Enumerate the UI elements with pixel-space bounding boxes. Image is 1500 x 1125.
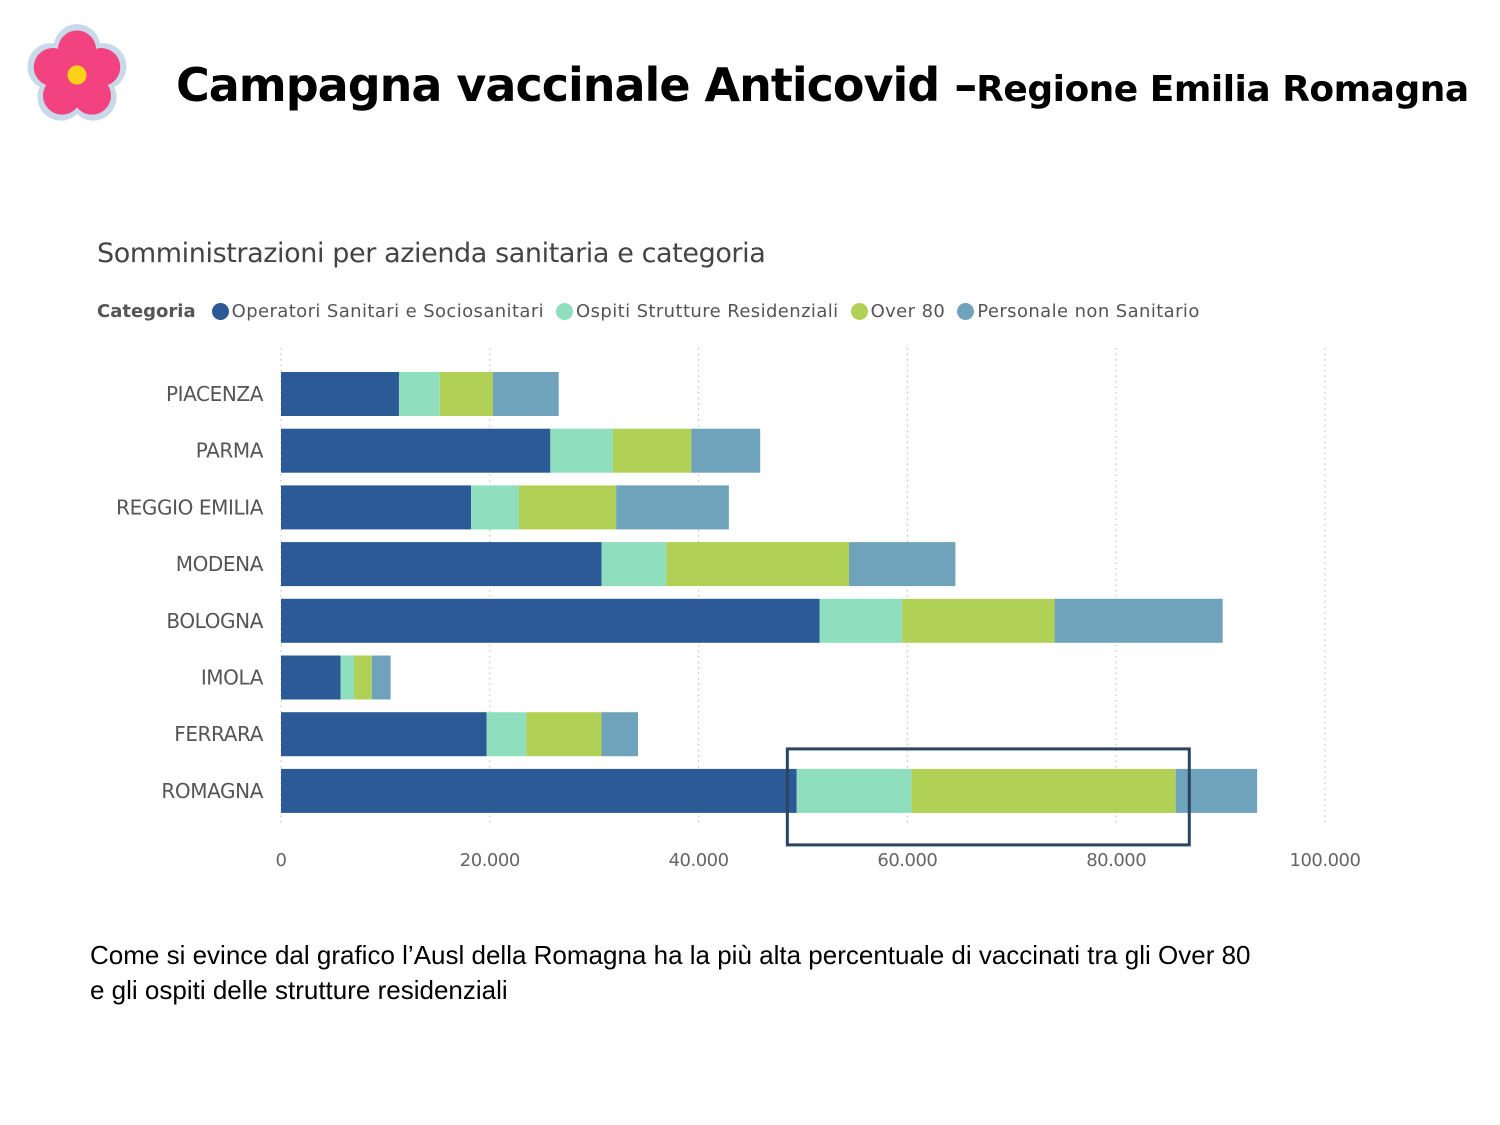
category-label: REGGIO EMILIA bbox=[116, 495, 264, 519]
bar-segment-1 bbox=[281, 485, 472, 530]
bar-segment-1 bbox=[281, 428, 551, 473]
slide-caption: Come si evince dal grafico l’Ausl della … bbox=[90, 938, 1420, 1008]
bar-segment-2 bbox=[550, 428, 613, 473]
legend-label: Personale non Sanitario bbox=[977, 300, 1200, 322]
stacked-bar-chart: 0 20.000 40.000 60.000 80.000 100.000 PIACENZA… bbox=[116, 348, 1361, 871]
bar-segment-3 bbox=[902, 598, 1055, 643]
bar-segment-4 bbox=[1054, 598, 1223, 643]
x-tick-label: 60.000 bbox=[877, 850, 937, 871]
bar-segment-1 bbox=[281, 598, 820, 643]
category-label: IMOLA bbox=[201, 666, 264, 690]
bar-segment-4 bbox=[601, 712, 639, 757]
bar-segment-2 bbox=[398, 372, 440, 416]
category-label: FERRARA bbox=[174, 722, 263, 746]
bar-segment-3 bbox=[526, 712, 602, 757]
legend-swatch bbox=[211, 302, 229, 320]
flower-logo-icon bbox=[27, 24, 127, 121]
chart-title: Somministrazioni per azienda sanitaria e… bbox=[97, 238, 766, 269]
legend-swatch bbox=[850, 302, 868, 320]
x-tick-label: 80.000 bbox=[1086, 850, 1146, 871]
legend-item-4: Personale non Sanitario bbox=[957, 301, 1199, 322]
legend-label: Operatori Sanitari e Sociosanitari bbox=[231, 300, 545, 322]
category-label: MODENA bbox=[176, 552, 264, 576]
category-label: PARMA bbox=[196, 439, 264, 463]
legend-title: Categoria bbox=[97, 300, 196, 322]
bar-segment-3 bbox=[911, 768, 1176, 813]
bar-segment-3 bbox=[612, 428, 692, 473]
legend-item-3: Over 80 bbox=[850, 300, 946, 322]
bar-segment-4 bbox=[492, 372, 559, 416]
bar-segment-1 bbox=[281, 768, 797, 813]
bar-segment-4 bbox=[616, 485, 729, 530]
category-label: BOLOGNA bbox=[166, 609, 263, 633]
caption-line-1: Come si evince dal grafico l’Ausl della … bbox=[90, 940, 1251, 970]
slide-title: Campagna vaccinale Anticovid –Regione Em… bbox=[176, 62, 1469, 108]
bar-segment-1 bbox=[281, 372, 399, 416]
bar-segment-3 bbox=[439, 372, 493, 416]
x-tick-label: 40.000 bbox=[669, 850, 729, 871]
slide-title-sub: Regione Emilia Romagna bbox=[976, 69, 1469, 110]
bar-segment-2 bbox=[340, 655, 355, 700]
bar-segment-4 bbox=[691, 428, 761, 473]
legend-swatch bbox=[556, 302, 574, 320]
bar-segment-3 bbox=[519, 485, 617, 530]
bar-segment-2 bbox=[601, 542, 667, 587]
bar-segment-1 bbox=[281, 542, 602, 587]
bar-segment-1 bbox=[281, 655, 341, 700]
bar-segment-2 bbox=[819, 598, 903, 643]
chart-legend: Categoria Operatori Sanitari e Sociosani… bbox=[97, 298, 1212, 324]
highlight-box bbox=[785, 747, 1191, 847]
bar-segment-1 bbox=[281, 712, 487, 757]
legend-item-1: Operatori Sanitari e Sociosanitari bbox=[211, 300, 545, 322]
bar-segment-3 bbox=[666, 542, 849, 587]
legend-label: Over 80 bbox=[870, 300, 946, 322]
x-tick-label: 20.000 bbox=[460, 850, 520, 871]
bar-segment-2 bbox=[486, 712, 527, 757]
caption-line-2: e gli ospiti delle strutture residenzial… bbox=[90, 975, 508, 1005]
x-tick-label: 100.000 bbox=[1290, 850, 1361, 871]
bar-segment-3 bbox=[354, 655, 372, 700]
x-tick-label: 0 bbox=[276, 850, 287, 871]
bar-segment-2 bbox=[471, 485, 520, 530]
bar-segment-4 bbox=[848, 542, 956, 587]
slide-title-main: Campagna vaccinale Anticovid – bbox=[176, 58, 977, 112]
legend-swatch bbox=[957, 302, 975, 320]
bar-segment-4 bbox=[371, 655, 391, 700]
legend-item-2: Ospiti Strutture Residenziali bbox=[556, 301, 839, 322]
category-label: PIACENZA bbox=[166, 382, 264, 406]
legend-label: Ospiti Strutture Residenziali bbox=[576, 300, 839, 322]
bar-segment-2 bbox=[796, 768, 912, 813]
category-label: ROMAGNA bbox=[161, 779, 263, 803]
